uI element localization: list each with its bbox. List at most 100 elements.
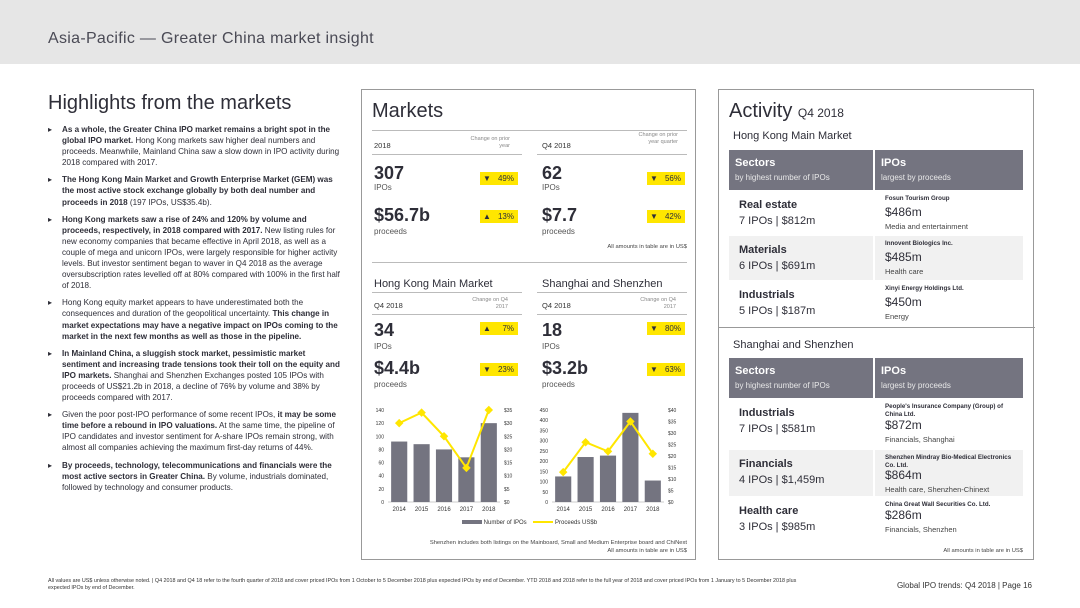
y2-tick-label: $10	[668, 477, 677, 483]
sector-row: Industrials 7 IPOs | $581m	[729, 399, 873, 449]
sector-row: Industrials 5 IPOs | $187m	[729, 281, 873, 325]
markets-title: Markets	[372, 100, 444, 122]
ipos-value: 307	[374, 163, 405, 183]
y2-tick-label: $40	[668, 408, 677, 414]
change-badge-down: ▼ 80%	[647, 322, 685, 335]
x-tick-label: 2016	[437, 507, 451, 513]
chart-note: All amounts in table are in US$	[607, 548, 687, 554]
proceeds-value: $7.7	[542, 205, 578, 225]
ipos-value: 34	[374, 320, 395, 340]
down-triangle-icon: ▼	[650, 174, 658, 183]
y2-tick-label: $35	[668, 420, 677, 426]
ipos-value: 62	[542, 163, 563, 183]
ipo-row: Innovent Biologics Inc. $485m Health care	[875, 236, 1023, 280]
y-tick-label: 140	[376, 408, 385, 414]
amounts-note: All amounts in table are in US$	[607, 244, 687, 250]
y2-tick-label: $35	[504, 408, 513, 414]
quarter-label: Q4 2018	[542, 141, 571, 150]
x-tick-label: 2017	[624, 507, 638, 513]
highlight-bullet: Hong Kong equity market appears to have …	[48, 297, 340, 341]
bar	[391, 441, 408, 502]
divider	[372, 314, 522, 315]
activity-title: Activity Q4 2018	[729, 100, 844, 122]
quarter-label: Q4 2018	[542, 301, 571, 310]
y2-tick-label: $25	[504, 434, 513, 440]
x-tick-label: 2018	[646, 507, 660, 513]
page-header-title: Asia-Pacific — Greater China market insi…	[48, 30, 374, 47]
ipos-header: IPOs largest by proceeds	[875, 150, 1023, 190]
change-badge-up: ▲ 13%	[480, 210, 518, 223]
legend-line-label: Proceeds US$b	[555, 520, 598, 526]
sector-row: Materials 6 IPOs | $691m	[729, 236, 873, 280]
bar	[644, 480, 661, 502]
y-tick-label: 400	[540, 418, 549, 424]
sector-row: Health care 3 IPOs | $985m	[729, 497, 873, 543]
page-number: Global IPO trends: Q4 2018 | Page 16	[896, 581, 1032, 590]
ipo-row: China Great Wall Securities Co. Ltd. $286…	[875, 497, 1023, 543]
change-badge-down: ▼ 56%	[647, 172, 685, 185]
y2-tick-label: $25	[668, 443, 677, 449]
proceeds-label: proceeds	[374, 227, 407, 236]
y-tick-label: 150	[540, 469, 549, 475]
proceeds-point	[484, 405, 494, 415]
bar	[413, 444, 430, 502]
bar	[599, 455, 617, 502]
y2-tick-label: $0	[504, 500, 510, 506]
x-tick-label: 2015	[415, 507, 429, 513]
footer-note: All values are US$ unless otherwise note…	[48, 578, 797, 591]
y2-tick-label: $30	[504, 421, 513, 427]
down-triangle-icon: ▼	[650, 212, 658, 221]
proceeds-label: proceeds	[542, 227, 575, 236]
amounts-note: All amounts in table are in US$	[943, 548, 1023, 554]
change-badge-down: ▼ 23%	[480, 363, 518, 376]
y-tick-label: 120	[376, 421, 385, 427]
x-tick-label: 2015	[579, 507, 593, 513]
ipos-label: IPOs	[374, 342, 392, 351]
y2-tick-label: $30	[668, 431, 677, 437]
proceeds-value: $3.2b	[542, 358, 589, 378]
change-badge-up: ▲ 7%	[480, 322, 518, 335]
x-tick-label: 2017	[460, 507, 474, 513]
divider	[719, 327, 1035, 328]
down-triangle-icon: ▼	[650, 365, 658, 374]
y2-tick-label: $15	[504, 461, 513, 467]
y-tick-label: 450	[540, 408, 549, 414]
proceeds-point	[439, 432, 449, 441]
change-label: Change on prior year quarter	[638, 132, 678, 145]
proceeds-label: proceeds	[374, 380, 407, 389]
y-tick-label: 100	[540, 480, 549, 486]
down-triangle-icon: ▼	[650, 324, 658, 333]
ipo-row: People's Insurance Company (Group) of Ch…	[875, 399, 1023, 449]
up-triangle-icon: ▲	[483, 324, 491, 333]
down-triangle-icon: ▼	[483, 365, 491, 374]
change-label: Change on Q4 2017	[472, 297, 508, 310]
proceeds-point	[394, 418, 404, 428]
highlights-title: Highlights from the markets	[48, 92, 292, 114]
ipos-value: 18	[542, 320, 563, 340]
y-tick-label: 0	[545, 500, 548, 506]
divider	[372, 262, 687, 263]
x-tick-label: 2016	[601, 507, 615, 513]
proceeds-label: proceeds	[542, 380, 575, 389]
y2-tick-label: $0	[668, 500, 674, 506]
y-tick-label: 50	[542, 490, 548, 496]
y2-tick-label: $20	[668, 454, 677, 460]
y-tick-label: 350	[540, 428, 549, 434]
y-tick-label: 250	[540, 449, 549, 455]
ipos-label: IPOs	[542, 342, 560, 351]
ss-activity-label: Shanghai and Shenzhen	[733, 339, 854, 351]
up-triangle-icon: ▲	[483, 212, 491, 221]
divider	[372, 292, 522, 293]
y-tick-label: 80	[378, 447, 384, 453]
highlight-bullet: Hong Kong markets saw a rise of 24% and …	[48, 214, 340, 292]
bar	[435, 449, 453, 502]
ipos-header: IPOs largest by proceeds	[875, 358, 1023, 398]
highlight-bullet: In Mainland China, a sluggish stock mark…	[48, 348, 340, 403]
y2-tick-label: $5	[504, 487, 510, 493]
sector-row: Real estate 7 IPOs | $812m	[729, 191, 873, 235]
sectors-header: Sectors by highest number of IPOs	[729, 150, 873, 190]
change-label: Change on Q4 2017	[640, 297, 676, 310]
y2-tick-label: $15	[668, 466, 677, 472]
change-badge-down: ▼ 63%	[647, 363, 685, 376]
legend-bar-swatch	[462, 520, 482, 525]
